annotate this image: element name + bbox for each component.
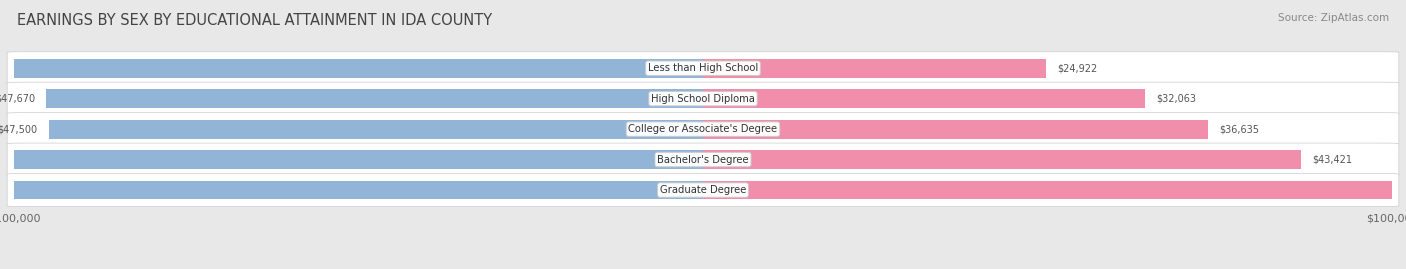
Text: Less than High School: Less than High School [648, 63, 758, 73]
Bar [0, 59, 703, 78]
Text: College or Associate's Degree: College or Associate's Degree [628, 124, 778, 134]
Text: $32,063: $32,063 [1156, 94, 1197, 104]
Bar [0, 150, 703, 169]
Bar [46, 89, 703, 108]
FancyBboxPatch shape [7, 52, 1399, 85]
Text: $47,500: $47,500 [0, 124, 38, 134]
Text: $43,421: $43,421 [1312, 155, 1353, 165]
Bar [703, 180, 1406, 200]
Bar [49, 120, 703, 139]
Bar [703, 59, 1046, 78]
Text: $47,670: $47,670 [0, 94, 35, 104]
Text: High School Diploma: High School Diploma [651, 94, 755, 104]
Text: Graduate Degree: Graduate Degree [659, 185, 747, 195]
FancyBboxPatch shape [7, 143, 1399, 176]
Bar [703, 89, 1144, 108]
Text: Source: ZipAtlas.com: Source: ZipAtlas.com [1278, 13, 1389, 23]
FancyBboxPatch shape [7, 82, 1399, 115]
Text: EARNINGS BY SEX BY EDUCATIONAL ATTAINMENT IN IDA COUNTY: EARNINGS BY SEX BY EDUCATIONAL ATTAINMEN… [17, 13, 492, 29]
FancyBboxPatch shape [7, 174, 1399, 207]
FancyBboxPatch shape [7, 113, 1399, 146]
Bar [703, 150, 1302, 169]
Text: Bachelor's Degree: Bachelor's Degree [657, 155, 749, 165]
Text: $24,922: $24,922 [1057, 63, 1098, 73]
Text: $36,635: $36,635 [1219, 124, 1258, 134]
Bar [703, 120, 1208, 139]
Bar [0, 180, 703, 200]
